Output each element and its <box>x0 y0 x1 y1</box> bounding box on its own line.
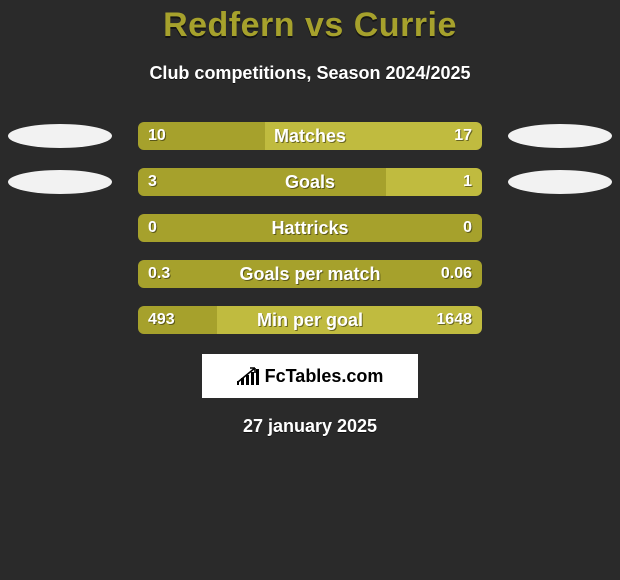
stat-bar <box>138 260 482 288</box>
page-title: Redfern vs Currie <box>0 0 620 45</box>
stat-value-left: 10 <box>148 122 166 150</box>
bar-chart-icon <box>237 367 259 385</box>
stat-bar-left <box>138 168 386 196</box>
stat-value-left: 3 <box>148 168 157 196</box>
stat-value-right: 17 <box>454 122 472 150</box>
arrow-icon <box>237 365 259 385</box>
season-subtitle: Club competitions, Season 2024/2025 <box>0 63 620 84</box>
stat-bar-left <box>138 214 482 242</box>
stat-value-left: 0.3 <box>148 260 170 288</box>
player-right-marker <box>508 170 612 194</box>
player-left-marker <box>8 170 112 194</box>
stat-bar <box>138 122 482 150</box>
stat-bar-right <box>265 122 482 150</box>
logo-text: FcTables.com <box>265 366 384 387</box>
stat-bar <box>138 306 482 334</box>
stat-row: 10 17 Matches <box>0 122 620 150</box>
stat-value-left: 0 <box>148 214 157 242</box>
stat-value-right: 1648 <box>436 306 472 334</box>
stat-value-right: 0 <box>463 214 472 242</box>
stat-row: 0 0 Hattricks <box>0 214 620 242</box>
stat-bar <box>138 214 482 242</box>
fctables-logo: FcTables.com <box>202 354 418 398</box>
stat-row: 3 1 Goals <box>0 168 620 196</box>
snapshot-date: 27 january 2025 <box>0 416 620 437</box>
stat-value-right: 0.06 <box>441 260 472 288</box>
stat-bar <box>138 168 482 196</box>
stat-value-left: 493 <box>148 306 175 334</box>
player-left-marker <box>8 124 112 148</box>
stat-row: 0.3 0.06 Goals per match <box>0 260 620 288</box>
stat-bar-left <box>138 260 482 288</box>
stat-row: 493 1648 Min per goal <box>0 306 620 334</box>
stat-value-right: 1 <box>463 168 472 196</box>
player-right-marker <box>508 124 612 148</box>
stat-rows: 10 17 Matches 3 1 Goals 0 0 Hattricks <box>0 122 620 334</box>
comparison-infographic: Redfern vs Currie Club competitions, Sea… <box>0 0 620 580</box>
